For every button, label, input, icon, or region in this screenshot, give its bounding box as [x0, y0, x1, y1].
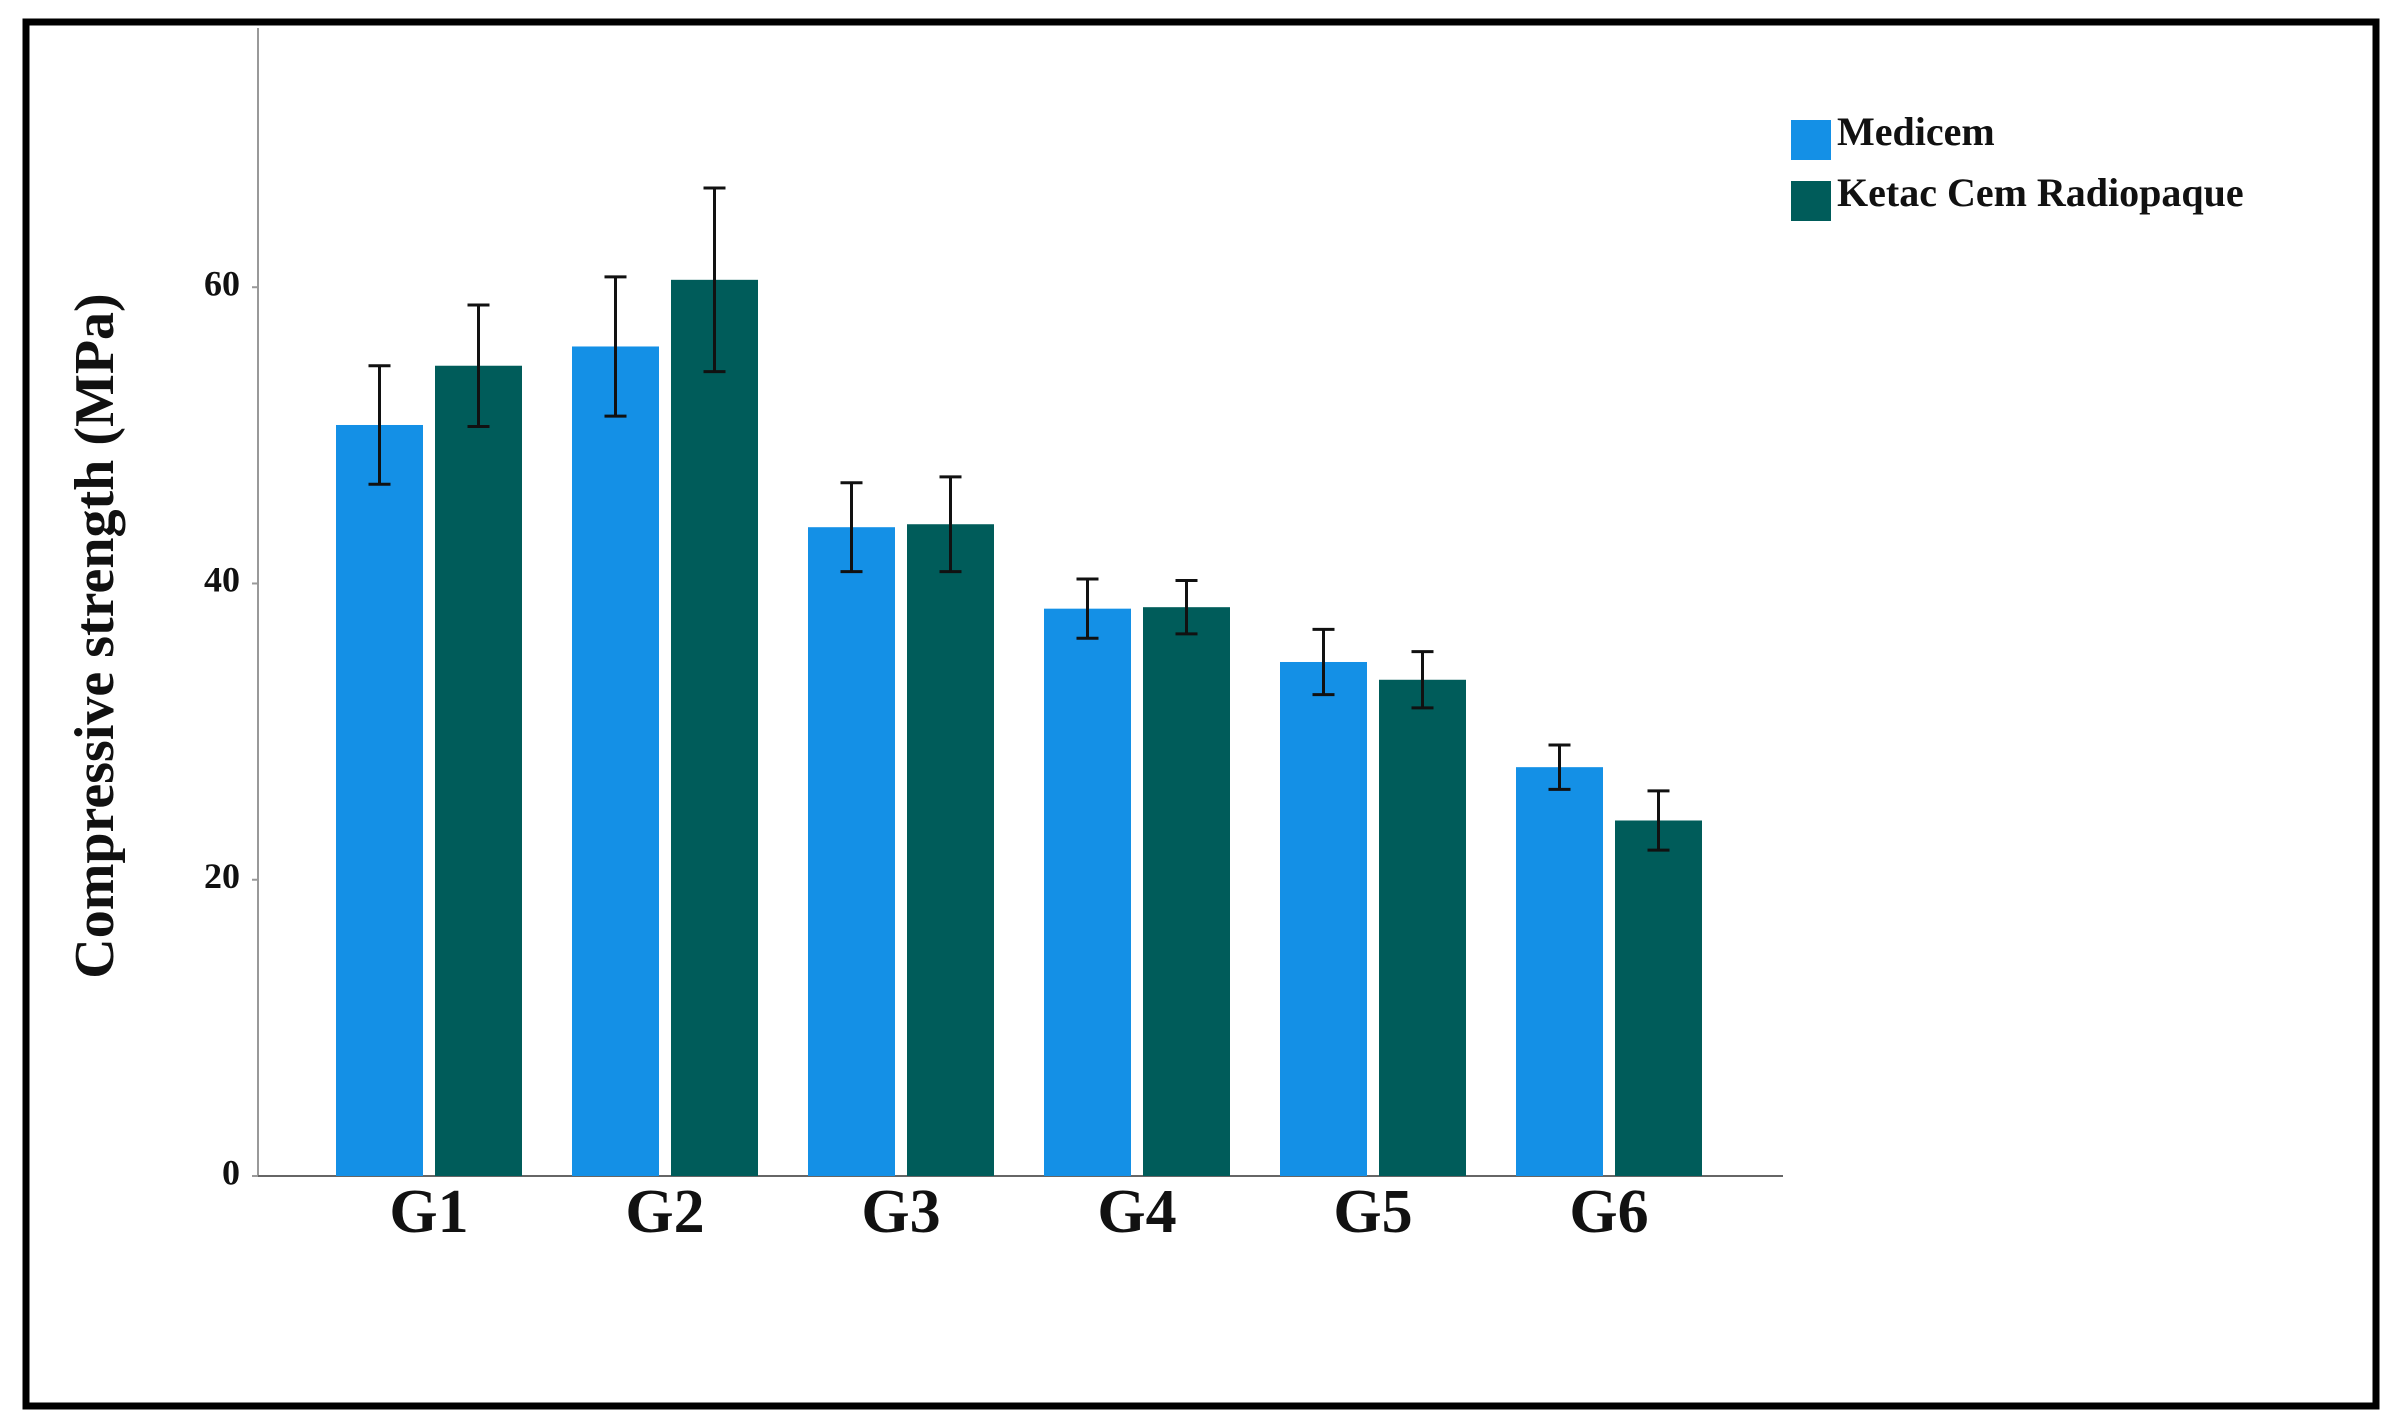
bar	[808, 527, 895, 1176]
error-bar	[604, 275, 627, 418]
error-bar	[467, 303, 490, 428]
x-tick-label: G2	[625, 1178, 704, 1246]
bar	[1044, 608, 1131, 1176]
x-tick-label: G4	[1097, 1178, 1176, 1246]
error-bar	[1548, 743, 1571, 791]
bar	[1143, 607, 1230, 1176]
y-axis-label: Compressive strength (MPa)	[64, 293, 126, 978]
bar	[572, 346, 659, 1176]
y-tick-label: 60	[204, 263, 240, 303]
error-bar	[939, 475, 962, 574]
error-bar	[703, 186, 726, 374]
error-bar	[1411, 650, 1434, 710]
legend-label: Ketac Cem Radiopaque	[1837, 170, 2244, 215]
x-tick-label: G1	[389, 1178, 468, 1246]
bar	[336, 424, 423, 1176]
x-tick-label: G6	[1569, 1178, 1648, 1246]
error-bar	[368, 364, 391, 486]
bar	[671, 279, 758, 1177]
y-tick-label: 0	[222, 1152, 240, 1192]
error-bar	[1175, 579, 1198, 636]
error-bar	[1076, 577, 1099, 640]
bar	[435, 365, 522, 1176]
y-tick-label: 20	[204, 856, 240, 896]
bar	[1280, 661, 1367, 1176]
x-tick-label: G3	[861, 1178, 940, 1246]
error-bar	[1312, 627, 1335, 697]
legend-swatch	[1791, 181, 1831, 221]
frame	[22, 18, 2380, 1410]
legend-label: Medicem	[1837, 109, 1995, 154]
legend-swatch	[1791, 120, 1831, 160]
error-bar	[1647, 789, 1670, 852]
y-tick-label: 40	[204, 560, 240, 600]
bar	[1516, 767, 1603, 1176]
bar	[1379, 679, 1466, 1176]
bar	[1615, 820, 1702, 1176]
x-tick-label: G5	[1333, 1178, 1412, 1246]
error-bar	[840, 481, 863, 574]
bar	[907, 524, 994, 1176]
